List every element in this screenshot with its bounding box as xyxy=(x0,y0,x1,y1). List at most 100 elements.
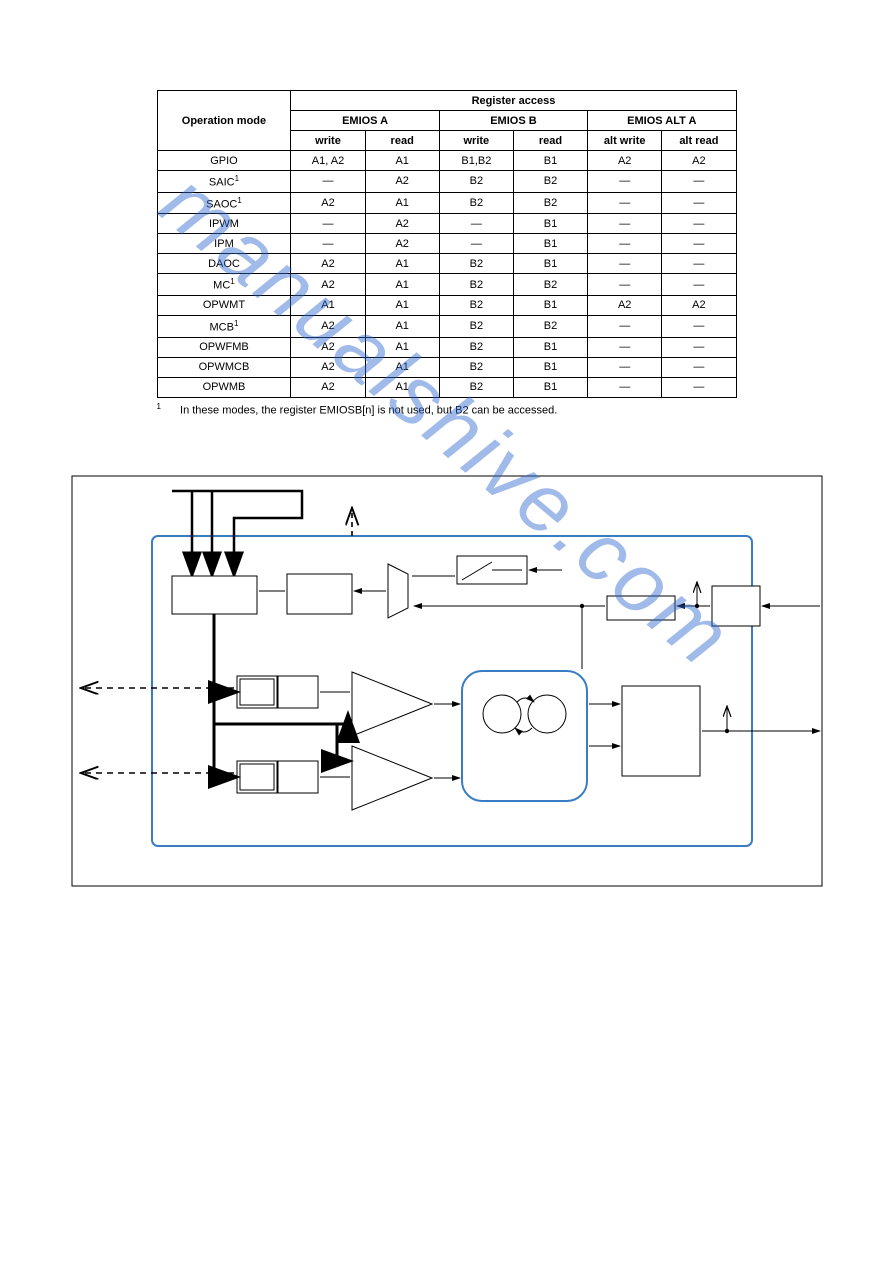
data-cell: B1 xyxy=(513,234,587,254)
block-right-1 xyxy=(607,596,675,620)
table-row: OPWMBA2A1B2B1—— xyxy=(157,377,736,397)
mode-label: MC xyxy=(213,280,230,292)
data-cell: A1 xyxy=(365,377,439,397)
data-cell: — xyxy=(439,214,513,234)
block-clock xyxy=(287,574,352,614)
data-cell: B1 xyxy=(513,337,587,357)
data-cell: A2 xyxy=(365,234,439,254)
table-row: OPWMCBA2A1B2B1—— xyxy=(157,357,736,377)
mode-cell: SAOC1 xyxy=(157,192,291,214)
data-cell: — xyxy=(662,357,736,377)
data-cell: B2 xyxy=(439,377,513,397)
table-row: DAOCA2A1B2B1—— xyxy=(157,254,736,274)
th-read-b: read xyxy=(513,131,587,151)
mode-label: IPM xyxy=(214,238,234,250)
mode-footnote-ref: 1 xyxy=(234,319,238,328)
th-emios-b: EMIOS B xyxy=(439,111,587,131)
data-cell: — xyxy=(439,234,513,254)
data-cell: B2 xyxy=(439,337,513,357)
diagram-svg xyxy=(62,456,832,896)
data-cell: B1 xyxy=(513,254,587,274)
mode-label: OPWMCB xyxy=(199,361,250,373)
mode-cell: DAOC xyxy=(157,254,291,274)
block-diagram xyxy=(40,456,853,896)
page: Operation mode Register access EMIOS A E… xyxy=(0,0,893,936)
data-cell: — xyxy=(291,214,365,234)
th-write-b: write xyxy=(439,131,513,151)
mode-cell: OPWMT xyxy=(157,295,291,315)
reg-a1 xyxy=(278,676,318,708)
reg-b2-inner xyxy=(240,764,274,790)
table-footnote: 1 In these modes, the register EMIOSB[n]… xyxy=(157,402,737,417)
footnote-text: In these modes, the register EMIOSB[n] i… xyxy=(180,404,557,416)
data-cell: B1 xyxy=(513,151,587,171)
mode-footnote-ref: 1 xyxy=(235,174,239,183)
data-cell: A2 xyxy=(291,192,365,214)
mode-cell: OPWMCB xyxy=(157,357,291,377)
mode-label: GPIO xyxy=(210,155,238,167)
data-cell: B2 xyxy=(439,295,513,315)
reg-b1 xyxy=(278,761,318,793)
th-altwrite: alt write xyxy=(588,131,662,151)
data-cell: — xyxy=(662,214,736,234)
th-emios-alt-a: EMIOS ALT A xyxy=(588,111,736,131)
table-body: GPIOA1, A2A1B1,B2B1A2A2SAIC1—A2B2B2——SAO… xyxy=(157,151,736,398)
data-cell: A2 xyxy=(588,295,662,315)
th-operation-mode: Operation mode xyxy=(157,91,291,151)
data-cell: B2 xyxy=(513,315,587,337)
table-row: OPWFMBA2A1B2B1—— xyxy=(157,337,736,357)
mode-cell: IPWM xyxy=(157,214,291,234)
data-cell: — xyxy=(588,357,662,377)
data-cell: — xyxy=(588,214,662,234)
data-cell: — xyxy=(588,234,662,254)
data-cell: — xyxy=(662,234,736,254)
data-cell: B1,B2 xyxy=(439,151,513,171)
table-row: IPM—A2—B1—— xyxy=(157,234,736,254)
data-cell: A1 xyxy=(365,254,439,274)
table-row: MC1A2A1B2B2—— xyxy=(157,274,736,296)
data-cell: B2 xyxy=(439,254,513,274)
data-cell: — xyxy=(588,337,662,357)
data-cell: B2 xyxy=(513,274,587,296)
data-cell: — xyxy=(588,171,662,193)
data-cell: B2 xyxy=(513,171,587,193)
mode-cell: GPIO xyxy=(157,151,291,171)
data-cell: A2 xyxy=(662,151,736,171)
fsm-block xyxy=(462,671,587,801)
data-cell: A2 xyxy=(588,151,662,171)
data-cell: A1 xyxy=(365,315,439,337)
data-cell: B1 xyxy=(513,377,587,397)
mode-cell: SAIC1 xyxy=(157,171,291,193)
data-cell: A1 xyxy=(291,295,365,315)
th-register-access: Register access xyxy=(291,91,736,111)
mode-cell: IPM xyxy=(157,234,291,254)
mode-footnote-ref: 1 xyxy=(230,277,234,286)
data-cell: A2 xyxy=(662,295,736,315)
data-cell: B2 xyxy=(439,357,513,377)
table-row: IPWM—A2—B1—— xyxy=(157,214,736,234)
data-cell: A1 xyxy=(365,192,439,214)
th-altread: alt read xyxy=(662,131,736,151)
outer-frame xyxy=(72,476,822,886)
data-cell: B1 xyxy=(513,295,587,315)
data-cell: A1 xyxy=(365,357,439,377)
data-cell: A2 xyxy=(291,377,365,397)
block-right-2 xyxy=(712,586,760,626)
data-cell: — xyxy=(588,315,662,337)
data-cell: A1 xyxy=(365,295,439,315)
mode-cell: MCB1 xyxy=(157,315,291,337)
mode-label: SAOC xyxy=(206,198,237,210)
data-cell: — xyxy=(662,337,736,357)
data-cell: — xyxy=(588,377,662,397)
node-dot-2 xyxy=(579,604,583,608)
mode-label: DAOC xyxy=(208,258,240,270)
mode-footnote-ref: 1 xyxy=(237,196,241,205)
data-cell: A2 xyxy=(291,357,365,377)
data-cell: B2 xyxy=(513,192,587,214)
reg-a2-inner xyxy=(240,679,274,705)
table-row: GPIOA1, A2A1B1,B2B1A2A2 xyxy=(157,151,736,171)
output-block xyxy=(622,686,700,776)
data-cell: — xyxy=(291,171,365,193)
th-write-a: write xyxy=(291,131,365,151)
mode-label: IPWM xyxy=(209,218,239,230)
